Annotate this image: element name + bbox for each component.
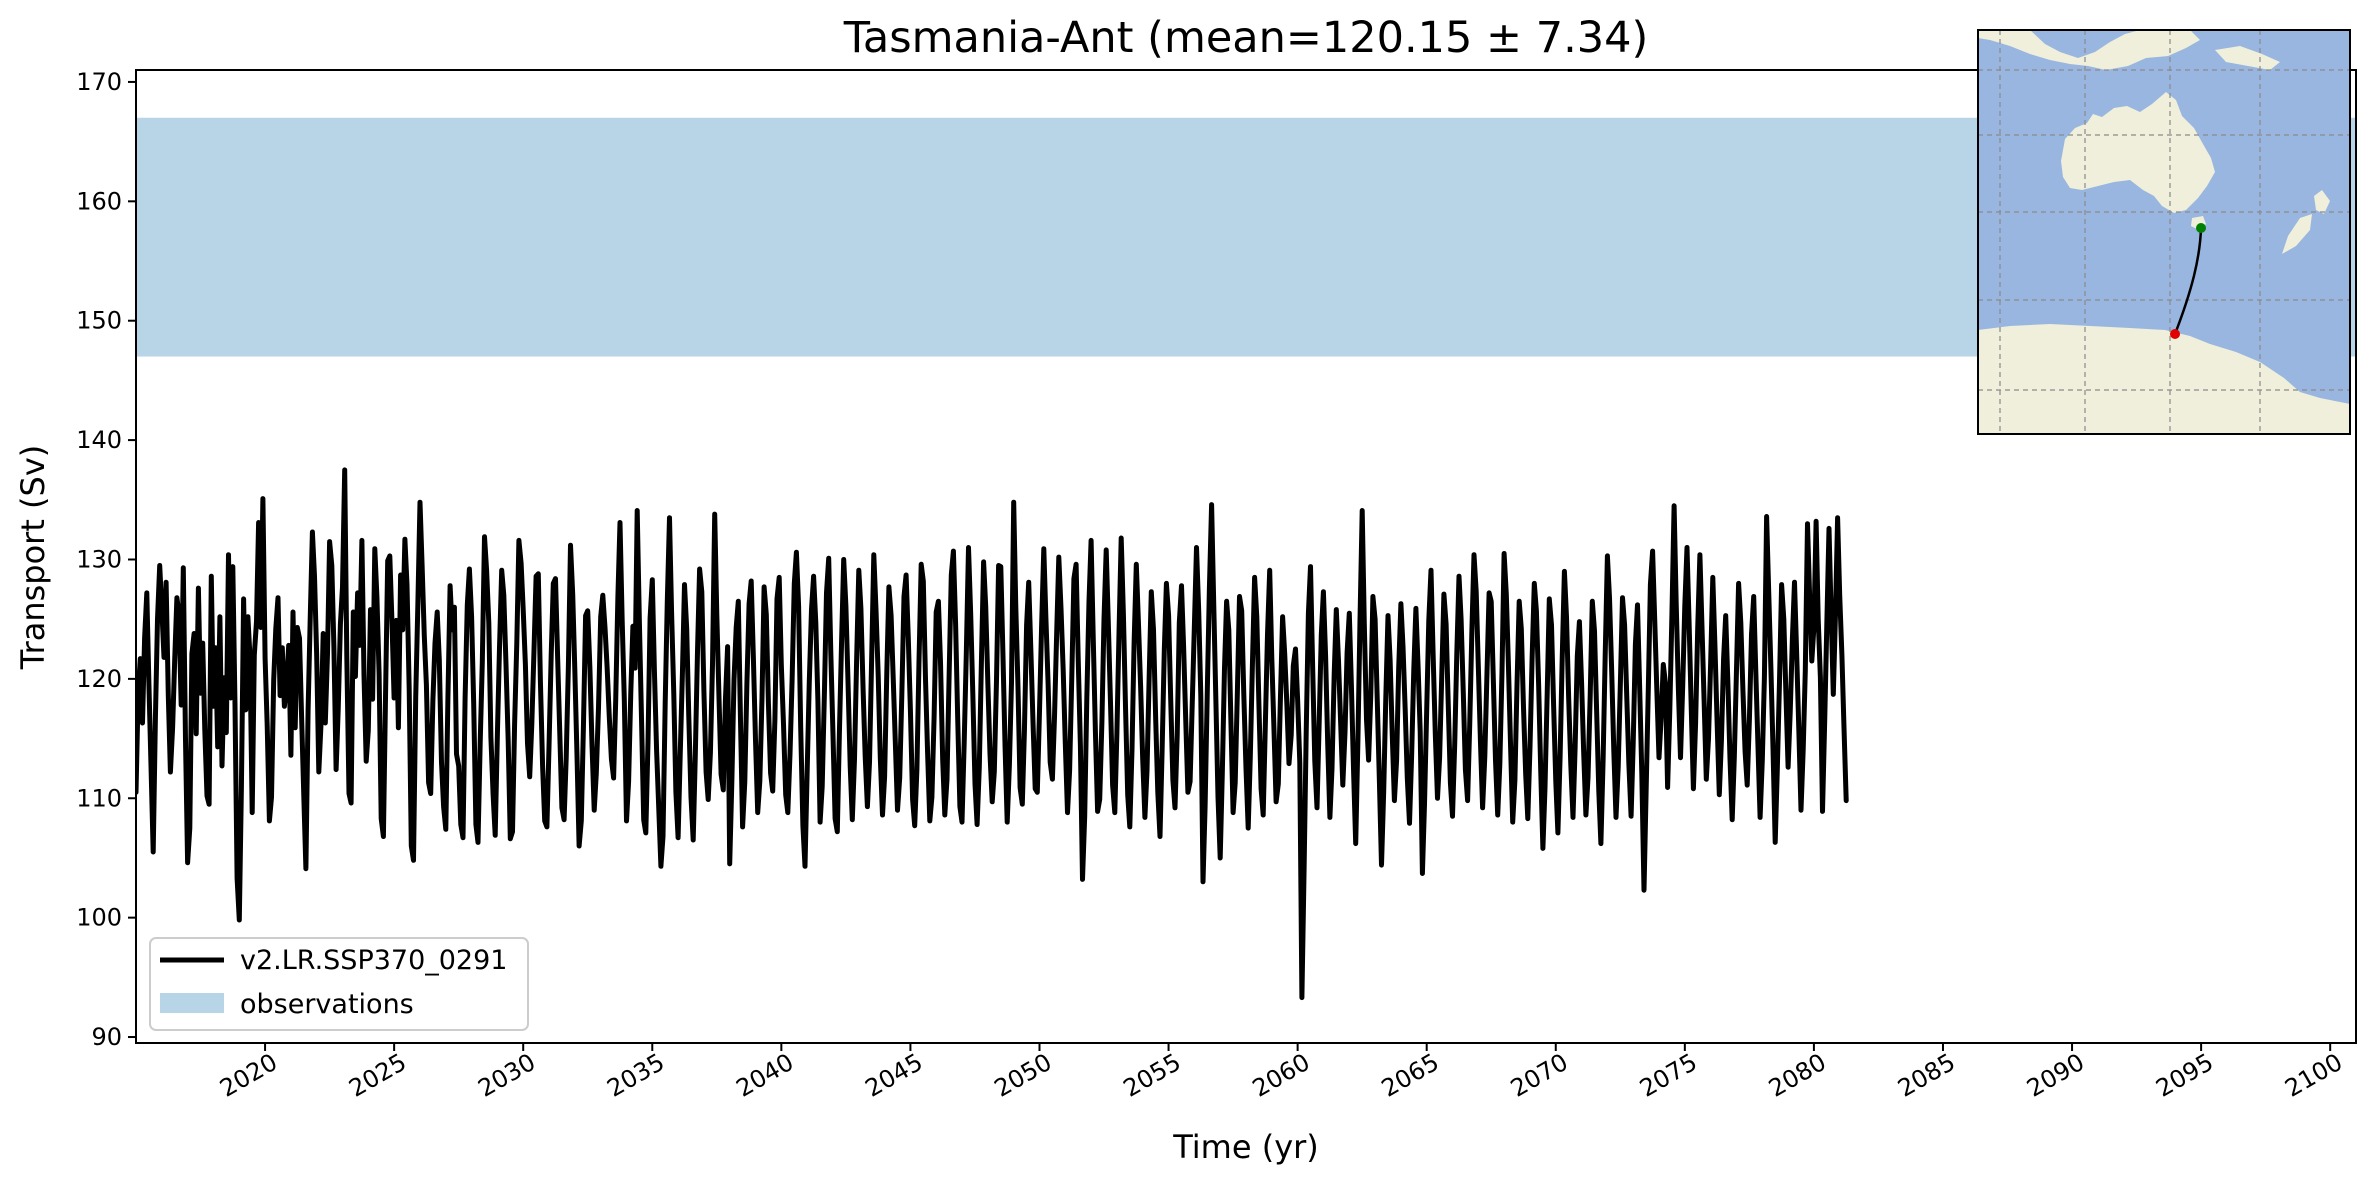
x-tick-label: 2030 [473, 1048, 540, 1103]
x-tick-label: 2090 [2022, 1048, 2089, 1103]
x-tick-label: 2055 [1119, 1048, 1186, 1103]
x-tick-label: 2070 [1506, 1048, 1573, 1103]
plot-frame [135, 69, 2357, 1044]
y-axis-ticks: 90 100 110 120 130 140 150 160 170 [76, 68, 136, 1051]
y-tick-label: 100 [76, 904, 122, 932]
legend-swatch-observations [160, 993, 224, 1013]
legend: v2.LR.SSP370_0291 observations [149, 937, 529, 1031]
map-graticule [1978, 30, 2350, 434]
map-land-indonesia [1978, 30, 2200, 70]
y-tick-label: 170 [76, 68, 122, 96]
x-tick-label: 2065 [1377, 1048, 1444, 1103]
x-axis-ticks: 2020 2025 2030 2035 2040 2045 2050 2055 2060 2065… [215, 1043, 2347, 1103]
chart-title: Tasmania-Ant (mean=120.15 ± 7.34) [843, 13, 1649, 63]
map-start-marker [2196, 223, 2206, 233]
map-frame [1977, 29, 2351, 435]
x-tick-label: 2045 [861, 1048, 928, 1103]
x-tick-label: 2035 [602, 1048, 669, 1103]
map-land-new-guinea [2215, 46, 2280, 70]
y-tick-label: 120 [76, 665, 122, 693]
x-tick-label: 2025 [344, 1048, 411, 1103]
x-tick-label: 2075 [1635, 1048, 1702, 1103]
series-line [136, 467, 1849, 1001]
x-tick-label: 2095 [2151, 1048, 2218, 1103]
x-tick-label: 2050 [990, 1048, 1057, 1103]
x-axis-label: Time (yr) [1172, 1128, 1319, 1166]
legend-label-series: v2.LR.SSP370_0291 [240, 945, 507, 976]
map-land-new-zealand-north [2314, 190, 2330, 214]
map-land-group [1978, 30, 2350, 434]
y-tick-label: 150 [76, 307, 122, 335]
y-tick-label: 160 [76, 187, 122, 215]
y-axis-label: Transport (Sv) [14, 445, 52, 671]
x-tick-label: 2080 [1764, 1048, 1831, 1103]
map-land-new-zealand-south [2282, 214, 2312, 254]
legend-box [149, 937, 529, 1031]
x-tick-label: 2020 [215, 1048, 282, 1103]
inset-map [1977, 29, 2351, 435]
x-tick-label: 2085 [1893, 1048, 1960, 1103]
y-tick-label: 90 [91, 1023, 122, 1051]
map-land-australia [2061, 92, 2215, 213]
y-tick-label: 140 [76, 426, 122, 454]
x-tick-label: 2040 [731, 1048, 798, 1103]
map-section-line [2173, 227, 2203, 335]
legend-label-observations: observations [240, 989, 414, 1020]
map-land-antarctica [1978, 324, 2350, 434]
x-tick-label: 2060 [1248, 1048, 1315, 1103]
map-end-marker [2170, 329, 2180, 339]
y-tick-label: 110 [76, 784, 122, 812]
x-tick-label: 2100 [2280, 1048, 2347, 1103]
y-tick-label: 130 [76, 545, 122, 573]
